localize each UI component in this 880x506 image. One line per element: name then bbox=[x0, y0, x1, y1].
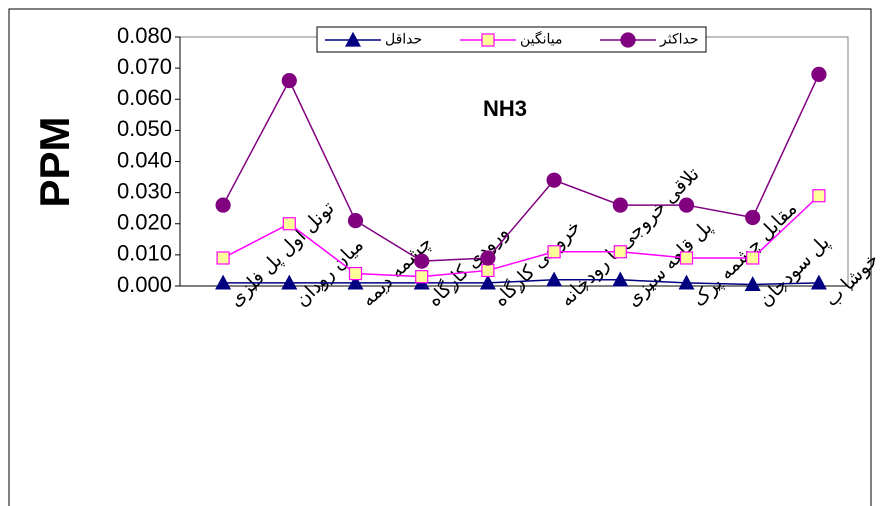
y-tick-label: 0.040 bbox=[117, 147, 172, 172]
data-point bbox=[745, 209, 761, 226]
series-line bbox=[222, 74, 820, 262]
y-tick-label: 0.050 bbox=[117, 116, 172, 141]
data-point bbox=[216, 251, 230, 265]
data-point bbox=[415, 270, 429, 284]
chart-frame bbox=[8, 8, 872, 506]
data-point bbox=[547, 245, 561, 259]
series-line bbox=[222, 195, 820, 278]
data-point bbox=[746, 251, 760, 265]
chart-title: NH3 bbox=[483, 96, 527, 121]
data-point bbox=[347, 274, 364, 290]
y-tick-label: 0.020 bbox=[117, 210, 172, 235]
series-line bbox=[223, 279, 819, 286]
data-point bbox=[546, 271, 563, 287]
y-tick-label: 0.030 bbox=[117, 178, 172, 203]
data-point bbox=[613, 245, 627, 259]
data-point bbox=[612, 271, 629, 287]
data-point bbox=[679, 251, 694, 265]
data-point bbox=[481, 263, 495, 278]
data-point bbox=[215, 197, 231, 213]
data-point bbox=[811, 66, 827, 82]
y-axis-title: PPM bbox=[31, 116, 78, 207]
data-point bbox=[282, 217, 296, 231]
data-point bbox=[347, 213, 364, 229]
y-tick-label: 0.000 bbox=[117, 272, 172, 297]
data-point bbox=[348, 266, 363, 281]
data-point bbox=[281, 274, 298, 290]
y-tick-label: 0.060 bbox=[117, 85, 172, 110]
data-point bbox=[612, 197, 628, 213]
data-point bbox=[678, 274, 695, 290]
legend-label: میانگین bbox=[520, 31, 563, 48]
data-point bbox=[281, 72, 297, 89]
legend-marker bbox=[481, 33, 495, 47]
data-point bbox=[810, 274, 827, 290]
data-point bbox=[479, 274, 496, 290]
legend-marker bbox=[344, 31, 362, 47]
y-tick-label: 0.080 bbox=[117, 23, 172, 48]
data-point bbox=[414, 253, 430, 269]
y-tick-label: 0.070 bbox=[117, 54, 172, 79]
data-point bbox=[215, 274, 232, 290]
data-point bbox=[480, 250, 496, 266]
data-point bbox=[678, 197, 695, 213]
legend-label: حداکثر bbox=[659, 31, 699, 48]
data-point bbox=[812, 189, 826, 203]
legend-label: حداقل bbox=[385, 31, 422, 47]
legend-marker bbox=[620, 32, 636, 48]
data-point bbox=[744, 276, 761, 292]
data-point bbox=[546, 172, 562, 188]
y-tick-label: 0.010 bbox=[117, 241, 172, 266]
